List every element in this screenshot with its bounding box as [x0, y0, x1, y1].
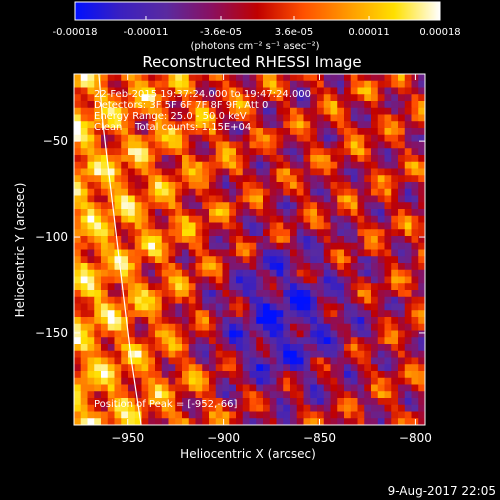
x-tick-label: −800 — [399, 431, 432, 445]
colorbar: -0.00018 -0.00011 -3.6e-05 3.6e-05 0.00011 0.… — [53, 1, 461, 52]
plot-area: −950 −900 −850 −800 −50 −100 −150 — [35, 73, 432, 445]
annotation-clean: Clean Total counts: 1.15E+04 — [94, 122, 251, 133]
axes: −950 −900 −850 −800 −50 −100 −150 — [35, 74, 432, 445]
colorbar-tick-label: -0.00018 — [53, 27, 98, 38]
colorbar-tick-label: -0.00011 — [123, 27, 168, 38]
annotation-peak: Position of Peak = [-952,-66] — [94, 399, 238, 410]
heatmap-cells — [74, 74, 425, 425]
image-annotations: 22-Feb-2015 19:37:24.000 to 19:47:24.000… — [94, 89, 311, 410]
y-tick-label: −100 — [35, 230, 68, 244]
y-tick-label: −150 — [35, 326, 68, 340]
x-axis-label: Heliocentric X (arcsec) — [180, 447, 316, 461]
colorbar-tick-label: 3.6e-05 — [275, 27, 313, 38]
x-tick-label: −850 — [303, 431, 336, 445]
colorbar-unit-label: (photons cm⁻² s⁻¹ asec⁻²) — [190, 41, 319, 52]
colorbar-tick-label: 0.00018 — [419, 27, 460, 38]
annotation-detectors: Detectors: 3F 5F 6F 7F 8F 9F, Att 0 — [94, 100, 268, 111]
x-tick-label: −950 — [111, 431, 144, 445]
y-tick-label: −50 — [43, 134, 68, 148]
chart-title: Reconstructed RHESSI Image — [142, 53, 361, 71]
colorbar-tick-label: 0.00011 — [348, 27, 389, 38]
colorbar-ticks: -0.00018 -0.00011 -3.6e-05 3.6e-05 0.00011 0.… — [53, 16, 461, 38]
plot-frame — [73, 73, 426, 426]
x-tick-label: −900 — [207, 431, 240, 445]
y-axis-label: Heliocentric Y (arcsec) — [13, 183, 27, 318]
solar-limb-line — [98, 74, 142, 425]
annotation-time: 22-Feb-2015 19:37:24.000 to 19:47:24.000 — [94, 89, 311, 100]
footer-date: 9-Aug-2017 22:05 — [388, 484, 496, 498]
colorbar-gradient — [74, 1, 441, 21]
colorbar-tick-label: -3.6e-05 — [200, 27, 242, 38]
annotation-energy: Energy Range: 25.0 - 50.0 keV — [94, 111, 247, 122]
